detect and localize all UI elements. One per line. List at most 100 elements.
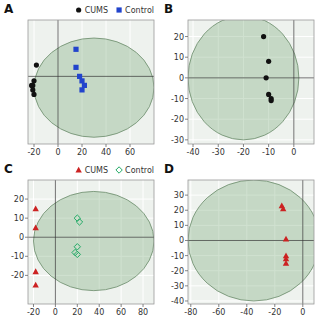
tick-mark xyxy=(25,275,28,276)
tick-label: 20 xyxy=(174,206,184,215)
tick-mark xyxy=(218,144,219,147)
tick-mark xyxy=(25,237,28,238)
tick-mark xyxy=(268,144,269,147)
series xyxy=(32,205,38,287)
tick-label: -10 xyxy=(11,252,24,261)
tick-mark xyxy=(82,144,83,147)
grid-line xyxy=(293,20,294,144)
tick-mark xyxy=(25,256,28,257)
plot-frame xyxy=(28,20,154,144)
zero-line xyxy=(302,180,303,304)
ellipse xyxy=(188,180,314,301)
tick-label: -20 xyxy=(27,148,40,157)
tick-mark xyxy=(121,304,122,307)
zero-line xyxy=(55,180,56,304)
point xyxy=(280,206,286,212)
tick-label: -40 xyxy=(171,297,184,306)
tick-label: 0 xyxy=(19,233,24,242)
grid-line xyxy=(302,180,303,304)
tick-mark xyxy=(185,255,188,256)
panel-title: B xyxy=(164,2,173,16)
plot-area xyxy=(28,180,154,304)
tick-mark xyxy=(25,199,28,200)
grid-line xyxy=(188,77,314,78)
tick-label: -40 xyxy=(240,308,253,317)
tick-label: 20 xyxy=(174,33,184,42)
tick-mark xyxy=(185,210,188,211)
tick-label: 0 xyxy=(53,308,58,317)
tick-label: -60 xyxy=(212,308,225,317)
tick-label: 10 xyxy=(174,53,184,62)
legend-marker xyxy=(76,7,81,12)
zero-line xyxy=(188,77,314,78)
tick-mark xyxy=(106,144,107,147)
tick-label: -20 xyxy=(171,267,184,276)
series xyxy=(261,34,274,103)
point xyxy=(261,34,266,39)
tick-mark xyxy=(218,304,219,307)
tick-mark xyxy=(246,304,247,307)
tick-mark xyxy=(185,98,188,99)
tick-mark xyxy=(243,144,244,147)
legend: CUMSControl xyxy=(76,6,154,15)
tick-mark xyxy=(33,304,34,307)
series xyxy=(73,47,87,93)
zero-line xyxy=(28,76,154,77)
tick-mark xyxy=(130,144,131,147)
point xyxy=(79,78,84,83)
tick-label: -10 xyxy=(262,148,275,157)
plot-area xyxy=(28,20,154,144)
point xyxy=(76,219,82,225)
point xyxy=(30,87,35,92)
tick-label: -30 xyxy=(171,282,184,291)
tick-mark xyxy=(185,300,188,301)
point xyxy=(29,83,34,88)
plot-frame xyxy=(28,180,154,304)
ellipse xyxy=(34,38,154,137)
point xyxy=(266,59,271,64)
grid-line xyxy=(58,20,59,144)
tick-label: 0 xyxy=(55,148,60,157)
tick-label: -20 xyxy=(11,271,24,280)
point xyxy=(32,224,38,230)
tick-label: 60 xyxy=(116,308,126,317)
tick-label: -20 xyxy=(268,308,281,317)
tick-mark xyxy=(193,144,194,147)
tick-label: 20 xyxy=(14,195,24,204)
zero-line xyxy=(293,20,294,144)
point xyxy=(82,83,87,88)
point xyxy=(283,236,289,242)
point xyxy=(31,92,36,97)
ellipse xyxy=(188,20,299,140)
tick-mark xyxy=(185,57,188,58)
tick-mark xyxy=(143,304,144,307)
zero-line xyxy=(28,237,154,238)
point xyxy=(73,47,78,52)
panel-title: C xyxy=(4,162,13,176)
tick-mark xyxy=(185,36,188,37)
tick-mark xyxy=(25,218,28,219)
tick-mark xyxy=(185,195,188,196)
tick-mark xyxy=(185,225,188,226)
tick-mark xyxy=(302,304,303,307)
legend-label: CUMS xyxy=(85,166,108,175)
series xyxy=(72,215,83,258)
tick-mark xyxy=(34,144,35,147)
tick-label: 60 xyxy=(125,148,135,157)
tick-mark xyxy=(77,304,78,307)
grid-line xyxy=(55,180,56,304)
point xyxy=(264,75,269,80)
point xyxy=(32,268,38,274)
legend-label: CUMS xyxy=(85,6,108,15)
zero-line xyxy=(188,240,314,241)
tick-label: -40 xyxy=(187,148,200,157)
tick-mark xyxy=(99,304,100,307)
point xyxy=(73,65,78,70)
tick-label: 80 xyxy=(138,308,148,317)
series xyxy=(279,203,290,266)
tick-label: 0 xyxy=(300,308,305,317)
point xyxy=(32,282,38,288)
tick-label: -20 xyxy=(171,115,184,124)
plot-frame xyxy=(188,180,314,304)
panel: -2002040608020100-10-20CCUMSControl xyxy=(4,162,154,317)
